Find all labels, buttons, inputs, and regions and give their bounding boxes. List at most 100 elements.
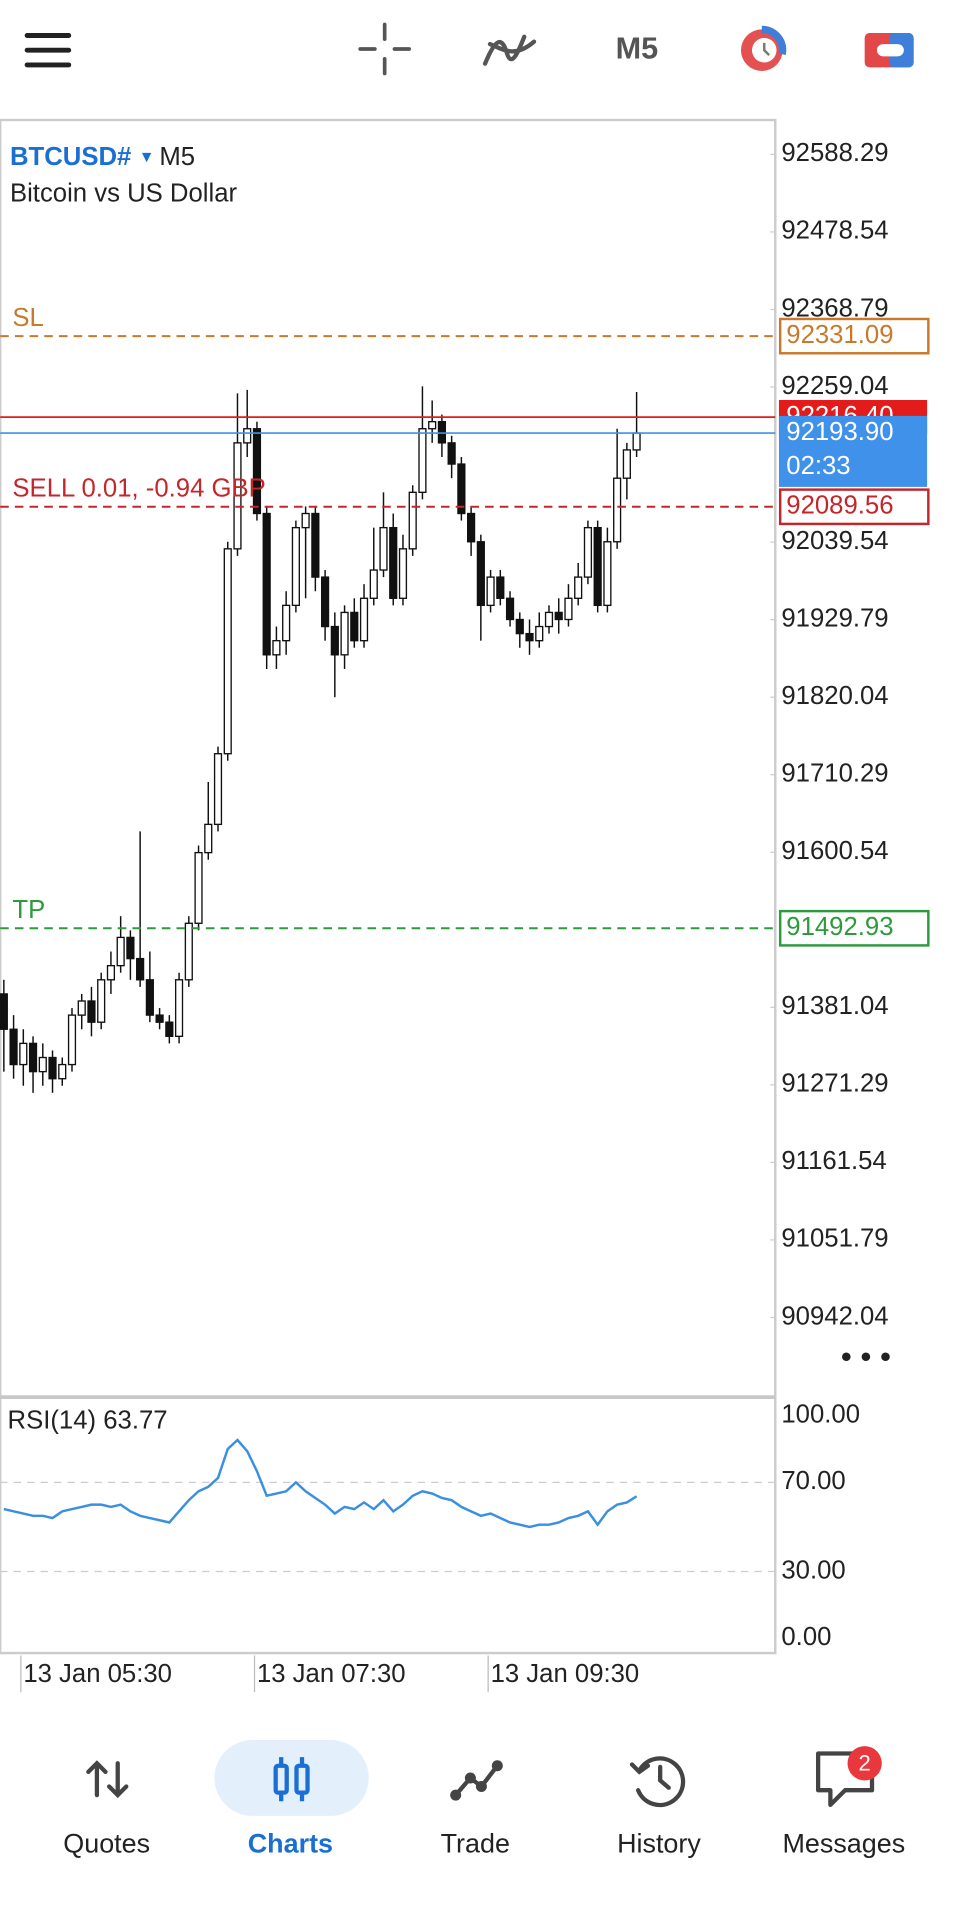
candle-body bbox=[428, 420, 437, 430]
y-tick-label: 91271.29 bbox=[781, 1070, 888, 1098]
candle-body bbox=[311, 512, 320, 578]
candle-body bbox=[174, 979, 184, 1037]
candle-body bbox=[262, 512, 271, 656]
y-tick-label: 92588.29 bbox=[781, 139, 888, 167]
rsi-title: RSI(14) 63.77 bbox=[8, 1406, 168, 1434]
rsi-name: RSI(14) bbox=[8, 1406, 97, 1434]
nav-labels: Quotes Charts Trade History Messages bbox=[63, 1828, 905, 1858]
badge-count: 2 bbox=[859, 1750, 871, 1775]
clock-button[interactable] bbox=[737, 25, 787, 75]
candle-body bbox=[291, 526, 300, 607]
timeframe-button[interactable]: M5 bbox=[616, 31, 659, 65]
y-tick-label: 92039.54 bbox=[781, 527, 888, 555]
candle-body bbox=[145, 979, 154, 1016]
candle-body bbox=[106, 964, 116, 981]
rsi-line bbox=[3, 1438, 638, 1529]
rsi-tick-label: 100.00 bbox=[781, 1400, 860, 1428]
candle-body bbox=[282, 604, 291, 642]
candle-body bbox=[165, 1021, 174, 1037]
candle-body bbox=[476, 541, 485, 607]
candle-body bbox=[369, 569, 378, 599]
trade-icon bbox=[450, 1760, 503, 1801]
candle-body bbox=[320, 576, 330, 628]
candle-body bbox=[136, 957, 145, 981]
symbol[interactable]: BTCUSD# bbox=[10, 143, 131, 171]
candle-body bbox=[359, 597, 369, 642]
candle-body bbox=[593, 526, 602, 607]
candle-body bbox=[48, 1056, 57, 1080]
candle-body bbox=[330, 625, 339, 656]
nav-label[interactable]: Quotes bbox=[63, 1828, 150, 1858]
y-tick-label: 91161.54 bbox=[781, 1147, 886, 1175]
candle-body bbox=[272, 640, 281, 656]
level-price-box bbox=[778, 488, 930, 526]
candle-body bbox=[447, 442, 456, 465]
level-price-box bbox=[778, 317, 930, 355]
candle-body bbox=[544, 611, 554, 628]
chart-header: BTCUSD# ▼ M5 bbox=[10, 143, 195, 171]
more-button[interactable] bbox=[842, 1352, 890, 1362]
quotes-icon bbox=[86, 1760, 129, 1799]
chart-subtitle: Bitcoin vs US Dollar bbox=[10, 179, 238, 207]
candle-body bbox=[204, 823, 213, 854]
nav-label[interactable]: Trade bbox=[441, 1828, 510, 1858]
y-tick-label: 90942.04 bbox=[781, 1302, 888, 1330]
candle-body bbox=[613, 477, 622, 543]
candle-body bbox=[184, 922, 193, 981]
indicators-button[interactable] bbox=[482, 34, 537, 66]
menu-button[interactable] bbox=[24, 33, 72, 68]
candle-body bbox=[564, 597, 573, 621]
candle-body bbox=[632, 432, 641, 451]
nav-label[interactable]: Messages bbox=[782, 1828, 905, 1858]
candle-body bbox=[603, 541, 612, 607]
level-price: 91492.93 bbox=[786, 913, 893, 941]
nav-label[interactable]: History bbox=[617, 1828, 701, 1858]
y-tick-label: 91600.54 bbox=[781, 837, 888, 865]
y-tick-label: 92478.54 bbox=[781, 217, 888, 245]
candle-body bbox=[58, 1063, 67, 1080]
candle-body bbox=[252, 428, 262, 515]
trade-button[interactable] bbox=[864, 33, 914, 68]
rsi-tick-label: 70.00 bbox=[781, 1467, 845, 1495]
level-price-box bbox=[778, 909, 930, 947]
bid-box bbox=[778, 415, 928, 487]
rsi-current: 63.77 bbox=[103, 1406, 167, 1434]
symbol-dropdown[interactable]: ▼ bbox=[139, 149, 155, 166]
candle-body bbox=[525, 632, 534, 642]
candle-body bbox=[583, 526, 593, 578]
candle-body bbox=[379, 526, 388, 571]
candle-body bbox=[243, 428, 252, 444]
rsi-tick-label: 30.00 bbox=[781, 1556, 845, 1584]
x-tick-label: 13 Jan 07:30 bbox=[257, 1660, 406, 1688]
candle-body bbox=[87, 1000, 96, 1023]
candle-body bbox=[457, 463, 466, 515]
candle-body bbox=[505, 597, 515, 621]
candle-body bbox=[9, 1028, 18, 1066]
level-label: TP bbox=[12, 896, 45, 924]
nav-label[interactable]: Charts bbox=[248, 1828, 333, 1858]
candle-body bbox=[223, 548, 232, 755]
bar-timer: 02:33 bbox=[786, 452, 850, 480]
candle-body bbox=[213, 753, 223, 826]
level-price: 92331.09 bbox=[786, 321, 893, 349]
y-tick-label: 92259.04 bbox=[781, 372, 888, 400]
candle-body bbox=[0, 993, 8, 1030]
candle-body bbox=[155, 1014, 164, 1023]
y-tick-label: 91929.79 bbox=[781, 604, 888, 632]
y-tick-label: 91710.29 bbox=[781, 760, 888, 788]
candle-body bbox=[116, 936, 125, 967]
candle-body bbox=[350, 611, 359, 642]
candle-body bbox=[38, 1056, 47, 1073]
x-tick-label: 13 Jan 05:30 bbox=[23, 1660, 172, 1688]
candle-body bbox=[554, 611, 563, 621]
rsi-tick-label: 0.00 bbox=[781, 1623, 831, 1651]
crosshair-button[interactable] bbox=[358, 22, 411, 76]
candle-body bbox=[496, 576, 505, 599]
history-icon bbox=[629, 1756, 686, 1808]
charts-icon bbox=[273, 1757, 310, 1802]
candle-body bbox=[28, 1042, 38, 1073]
badge bbox=[847, 1746, 882, 1781]
level-price: 92089.56 bbox=[786, 492, 893, 520]
chart-timeframe: M5 bbox=[159, 143, 195, 171]
